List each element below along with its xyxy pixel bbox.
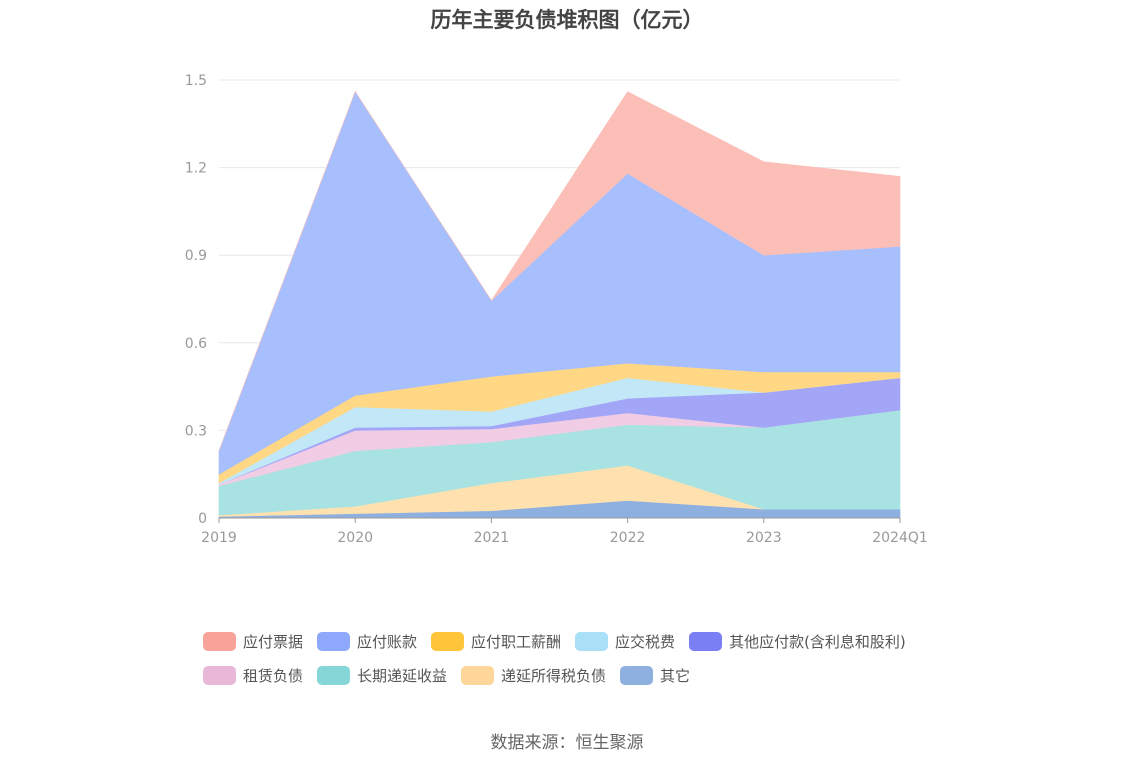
y-tick-label: 0.9 — [185, 248, 207, 264]
x-tick-label: 2021 — [474, 530, 510, 546]
legend-swatch — [203, 631, 236, 651]
legend-swatch — [461, 665, 495, 685]
legend-label: 其他应付款(含利息和股利) — [729, 632, 906, 651]
y-tick-label: 0.6 — [185, 336, 207, 352]
legend-label: 应付职工薪酬 — [471, 632, 562, 651]
x-tick-label: 2019 — [201, 530, 237, 546]
legend-item[interactable]: 租赁负债 — [203, 664, 303, 686]
x-tick-label: 2024Q1 — [872, 530, 928, 546]
legend-swatch — [317, 665, 351, 685]
area-series-8 — [218, 91, 901, 451]
legend-item[interactable]: 应付票据 — [203, 630, 303, 652]
legend-label: 应付票据 — [243, 632, 304, 651]
legend-item[interactable]: 应付职工薪酬 — [431, 630, 561, 652]
area-series — [218, 91, 901, 519]
legend-swatch — [575, 631, 609, 651]
legend: 应付票据 应付账款 应付职工薪酬 应交税费 其他应付款(含利息和股利) 租赁负债 长期递延收… — [203, 630, 983, 686]
legend-item[interactable]: 其他应付款(含利息和股利) — [689, 630, 906, 652]
legend-item[interactable]: 其它 — [620, 664, 690, 686]
legend-swatch — [431, 631, 465, 651]
chart-title: 历年主要负债堆积图（亿元） — [430, 8, 704, 32]
source-note: 数据来源：恒生聚源 — [490, 733, 644, 753]
x-tick-label: 2022 — [610, 530, 646, 546]
y-tick-label: 1.2 — [185, 161, 207, 177]
y-tick-label: 0.3 — [185, 423, 207, 439]
x-tick-label: 2023 — [746, 530, 782, 546]
legend-label: 递延所得税负债 — [501, 666, 607, 685]
legend-item[interactable]: 应付账款 — [317, 630, 417, 652]
legend-swatch — [620, 665, 654, 685]
legend-label: 长期递延收益 — [357, 666, 448, 685]
legend-swatch — [203, 665, 236, 685]
legend-label: 应交税费 — [615, 632, 676, 651]
legend-item[interactable]: 长期递延收益 — [317, 664, 447, 686]
legend-item[interactable]: 应交税费 — [575, 630, 675, 652]
legend-label: 其它 — [660, 666, 691, 685]
axes: 0 0.3 0.6 0.9 1.2 1.5 2019 2020 2021 2022 2023 2024… — [185, 73, 928, 546]
legend-swatch — [689, 631, 723, 651]
legend-item[interactable]: 递延所得税负债 — [461, 664, 606, 686]
legend-swatch — [317, 631, 351, 651]
x-tick-label: 2020 — [337, 530, 373, 546]
legend-label: 应付账款 — [357, 632, 418, 651]
legend-label: 租赁负债 — [243, 666, 304, 685]
y-tick-label: 1.5 — [185, 73, 207, 89]
y-tick-label: 0 — [198, 511, 207, 527]
